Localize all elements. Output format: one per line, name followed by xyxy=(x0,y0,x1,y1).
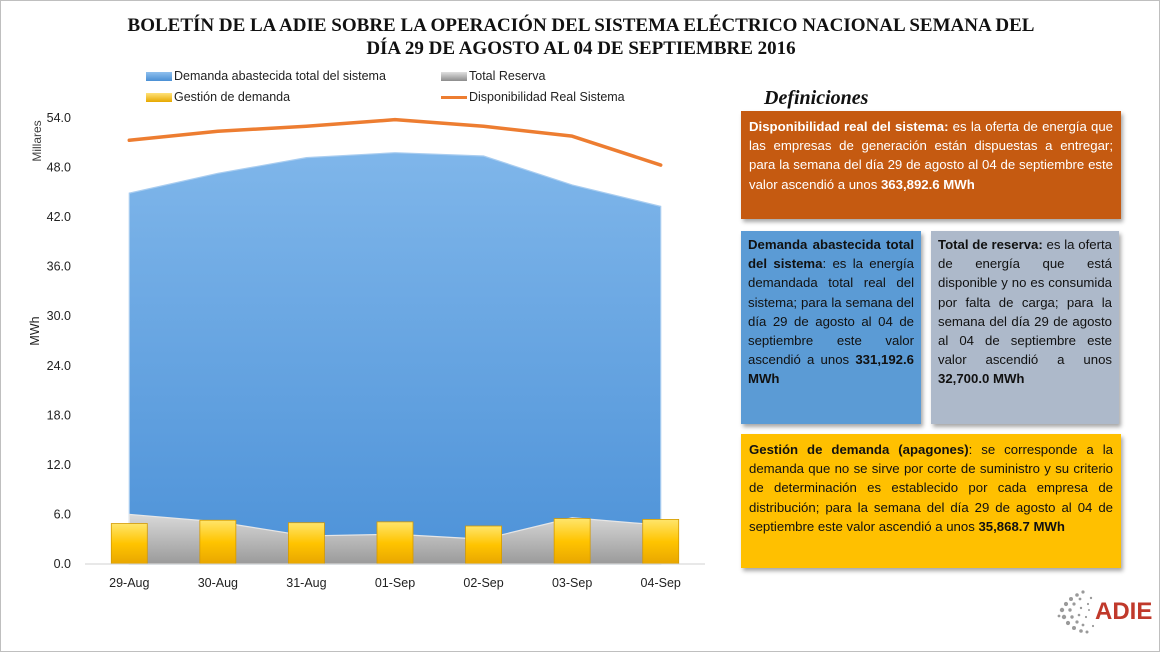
bar-gestion xyxy=(553,518,591,565)
x-tick-label: 30-Aug xyxy=(198,576,238,590)
y-tick-label: 48.0 xyxy=(47,161,71,175)
page-title: BOLETÍN DE LA ADIE SOBRE LA OPERACIÓN DE… xyxy=(81,14,1081,60)
definition-disponibilidad-value: 363,892.6 MWh xyxy=(880,176,975,192)
title-line-1: BOLETÍN DE LA ADIE SOBRE LA OPERACIÓN DE… xyxy=(127,15,1035,36)
definition-gestion-text: : se corresponde a la demanda que no se … xyxy=(749,442,1113,534)
x-tick-label: 03-Sep xyxy=(552,576,592,590)
series-demanda-area xyxy=(128,152,662,565)
y-tick-label: 42.0 xyxy=(47,210,71,224)
y-axis-label: MWh xyxy=(28,316,42,345)
x-tick-label: 31-Aug xyxy=(286,576,326,590)
definition-reserva-value: 32,700.0 MWh xyxy=(938,371,1025,387)
unit-label: Millares xyxy=(30,120,44,161)
legend-swatch-disponibilidad xyxy=(441,95,467,99)
definition-reserva-term: Total de reserva: xyxy=(938,237,1043,252)
x-tick-label: 02-Sep xyxy=(463,576,503,590)
legend-swatch-reserva xyxy=(441,71,467,81)
definitions-heading: Definiciones xyxy=(764,87,869,109)
legend-swatch-demanda xyxy=(146,71,172,81)
x-tick-label: 29-Aug xyxy=(109,576,149,590)
bar-gestion xyxy=(199,519,237,565)
legend-label-reserva: Total Reserva xyxy=(469,69,546,83)
definition-gestion-value: 35,868.7 MWh xyxy=(978,518,1065,534)
plot-area: 0.0 6.0 12.0 18.0 24.0 30.0 36.0 42.0 48.0 54.0 29… xyxy=(47,111,705,590)
x-tick-label: 01-Sep xyxy=(375,576,415,590)
bar-gestion xyxy=(376,521,414,565)
series-disponibilidad-line xyxy=(127,117,663,167)
bar-gestion xyxy=(642,519,680,565)
bar-gestion xyxy=(288,522,325,565)
chart: 0.0 6.0 12.0 18.0 24.0 30.0 36.0 42.0 48.0 54.0 29… xyxy=(28,111,705,590)
y-tick-label: 54.0 xyxy=(47,111,71,125)
definition-demanda-term: Demanda abastecida total del sistema xyxy=(748,237,914,272)
y-tick-label: 0.0 xyxy=(54,557,71,571)
definition-demanda: Demanda abastecida total del sistema: es… xyxy=(741,231,921,424)
legend-swatch-gestion xyxy=(146,92,172,102)
adie-logo: ADIE xyxy=(1057,590,1152,634)
legend-item-demanda: Demanda abastecida total del sistema xyxy=(146,69,386,83)
definition-disponibilidad-term: Disponibilidad real del sistema: xyxy=(749,119,949,134)
legend-label-demanda: Demanda abastecida total del sistema xyxy=(174,69,386,83)
legend-item-disponibilidad: Disponibilidad Real Sistema xyxy=(441,90,625,104)
bar-gestion xyxy=(110,523,148,565)
legend-item-gestion: Gestión de demanda xyxy=(146,90,290,104)
y-tick-label: 18.0 xyxy=(47,408,71,422)
y-tick-label: 36.0 xyxy=(47,260,71,274)
legend-label-disponibilidad: Disponibilidad Real Sistema xyxy=(469,90,625,104)
definition-disponibilidad-text: es la oferta de energía que las empresas… xyxy=(749,119,1113,192)
logo-text: ADIE xyxy=(1095,598,1152,625)
definition-demanda-value: 331,192.6 MWh xyxy=(748,352,914,387)
legend-item-reserva: Total Reserva xyxy=(441,69,545,83)
logo-dots-icon xyxy=(1057,590,1095,634)
x-tick-label: 04-Sep xyxy=(641,576,681,590)
y-tick-label: 12.0 xyxy=(47,458,71,472)
definition-reserva: Total de reserva: es la oferta de energí… xyxy=(931,231,1119,424)
definition-gestion: Gestión de demanda (apagones): se corres… xyxy=(741,434,1121,568)
title-line-2: DÍA 29 DE AGOSTO AL 04 DE SEPTIEMBRE 201… xyxy=(366,38,796,59)
definition-disponibilidad: Disponibilidad real del sistema: es la o… xyxy=(741,111,1121,219)
definition-demanda-text: : es la energía demandada total real del… xyxy=(748,256,914,368)
legend-label-gestion: Gestión de demanda xyxy=(174,90,291,104)
y-tick-label: 24.0 xyxy=(47,359,71,373)
y-tick-label: 30.0 xyxy=(47,309,71,323)
bar-gestion xyxy=(465,525,502,565)
y-tick-label: 6.0 xyxy=(54,507,71,521)
definition-reserva-text: es la oferta de energía que está disponi… xyxy=(938,237,1112,368)
definition-gestion-term: Gestión de demanda (apagones) xyxy=(749,442,969,457)
